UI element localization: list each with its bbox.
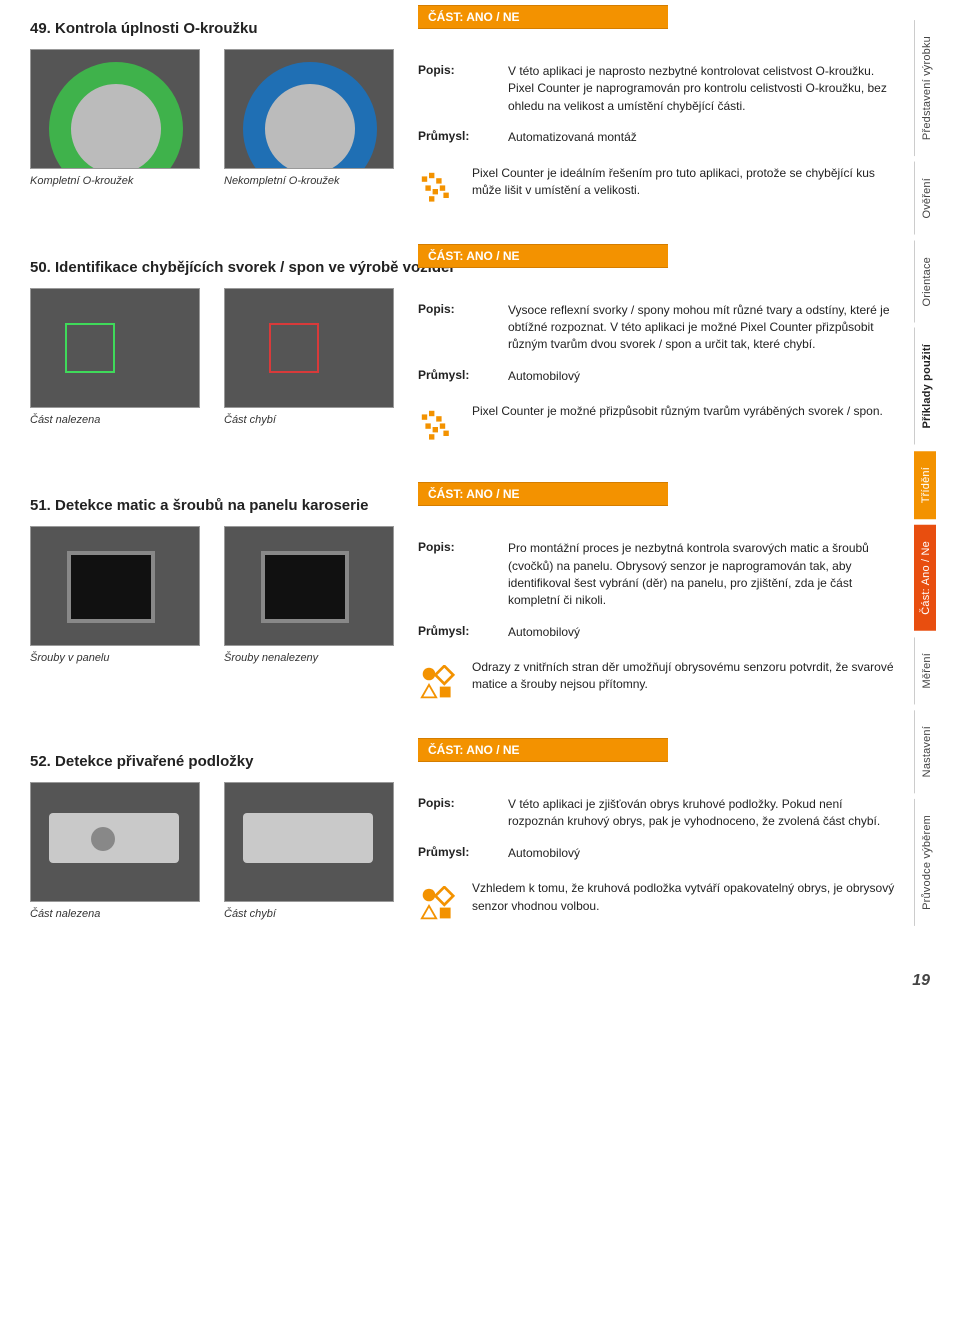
contour-shapes-icon [418, 884, 458, 924]
section-tag: ČÁST: ANO / NE [418, 244, 900, 268]
value-prumysl: Automobilový [508, 624, 900, 641]
image-caption: Šrouby v panelu [30, 652, 210, 664]
value-prumysl: Automatizovaná montáž [508, 129, 900, 146]
label-popis: Popis: [418, 63, 508, 77]
image-caption: Kompletní O-kroužek [30, 175, 210, 187]
value-prumysl: Automobilový [508, 368, 900, 385]
example-image-fail: Nekompletní O-kroužek [224, 49, 404, 209]
value-popis: V této aplikaci je naprosto nezbytné kon… [508, 63, 900, 115]
value-popis: V této aplikaci je zjišťován obrys kruho… [508, 796, 900, 831]
value-prumysl: Automobilový [508, 845, 900, 862]
sidebar-tab[interactable]: Představení výrobku [914, 20, 936, 156]
sidebar-tabs: Představení výrobku Ověření Orientace Příkl… [914, 20, 942, 932]
example-image-pass: Kompletní O-kroužek [30, 49, 210, 209]
info-block: ČÁST: ANO / NEPopis:Pro montážní proces … [418, 526, 900, 703]
value-note: Vzhledem k tomu, že kruhová podložka vyt… [472, 880, 900, 915]
entry: 49. Kontrola úplnosti O-kroužkuKompletní… [30, 20, 900, 209]
label-popis: Popis: [418, 540, 508, 554]
entry: 50. Identifikace chybějících svorek / sp… [30, 259, 900, 448]
sidebar-tab[interactable]: Příklady použití [914, 328, 936, 445]
image-caption: Část chybí [224, 908, 404, 920]
entry: 52. Detekce přivařené podložkyČást nalez… [30, 753, 900, 924]
example-image-pass: Část nalezena [30, 288, 210, 448]
label-popis: Popis: [418, 302, 508, 316]
sidebar-tab[interactable]: Měření [914, 637, 936, 704]
example-image-pass: Část nalezena [30, 782, 210, 924]
image-caption: Část nalezena [30, 908, 210, 920]
image-caption: Část chybí [224, 414, 404, 426]
label-prumysl: Průmysl: [418, 368, 508, 382]
sidebar-tab[interactable]: Část: Ano / Ne [914, 525, 936, 631]
value-popis: Pro montážní proces je nezbytná kontrola… [508, 540, 900, 610]
info-block: ČÁST: ANO / NEPopis:V této aplikaci je z… [418, 782, 900, 924]
info-block: ČÁST: ANO / NEPopis:V této aplikaci je n… [418, 49, 900, 209]
image-caption: Část nalezena [30, 414, 210, 426]
sidebar-tab[interactable]: Průvodce výběrem [914, 799, 936, 926]
page-number: 19 [912, 972, 930, 990]
entries-container: 49. Kontrola úplnosti O-kroužkuKompletní… [30, 20, 900, 924]
info-block: ČÁST: ANO / NEPopis:Vysoce reflexní svor… [418, 288, 900, 448]
value-note: Odrazy z vnitřních stran děr umožňují ob… [472, 659, 900, 694]
value-note: Pixel Counter je ideálním řešením pro tu… [472, 165, 900, 200]
pixel-counter-icon [418, 407, 458, 447]
image-caption: Šrouby nenalezeny [224, 652, 404, 664]
sidebar-tab[interactable]: Orientace [914, 241, 936, 323]
value-note: Pixel Counter je možné přizpůsobit různý… [472, 403, 900, 420]
entry: 51. Detekce matic a šroubů na panelu kar… [30, 497, 900, 703]
example-image-pass: Šrouby v panelu [30, 526, 210, 703]
label-prumysl: Průmysl: [418, 845, 508, 859]
sidebar-tab[interactable]: Třídění [914, 451, 936, 519]
section-tag: ČÁST: ANO / NE [418, 482, 900, 506]
image-caption: Nekompletní O-kroužek [224, 175, 404, 187]
contour-shapes-icon [418, 663, 458, 703]
example-image-fail: Šrouby nenalezeny [224, 526, 404, 703]
example-image-fail: Část chybí [224, 288, 404, 448]
section-tag: ČÁST: ANO / NE [418, 738, 900, 762]
label-prumysl: Průmysl: [418, 129, 508, 143]
sidebar-tab[interactable]: Nastavení [914, 710, 936, 793]
section-tag: ČÁST: ANO / NE [418, 5, 900, 29]
sidebar-tab[interactable]: Ověření [914, 162, 936, 235]
example-image-fail: Část chybí [224, 782, 404, 924]
value-popis: Vysoce reflexní svorky / spony mohou mít… [508, 302, 900, 354]
label-prumysl: Průmysl: [418, 624, 508, 638]
pixel-counter-icon [418, 169, 458, 209]
label-popis: Popis: [418, 796, 508, 810]
